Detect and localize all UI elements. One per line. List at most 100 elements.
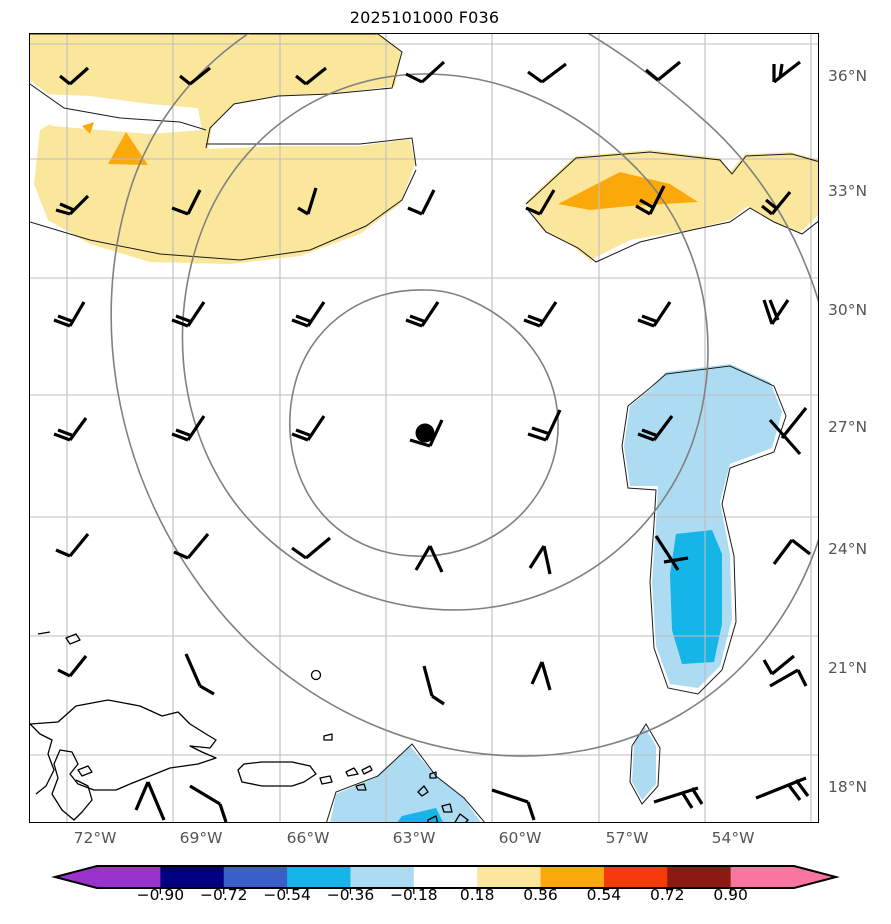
region-south-lightblue [330, 746, 481, 822]
page-title: 2025101000 F036 [349, 8, 500, 27]
colorbar-tick-label-5: 0.18 [459, 886, 495, 904]
wind-barb [755, 776, 810, 801]
range-ring-middle [181, 73, 709, 611]
map-canvas [30, 34, 818, 822]
lat-tick-5: 21°N [828, 659, 868, 677]
wind-barb [654, 535, 689, 571]
wind-barb [530, 661, 552, 691]
filled-contours [30, 34, 818, 822]
coastlines [30, 631, 469, 822]
lon-tick-4: 60°W [498, 829, 542, 847]
wind-barb [768, 407, 808, 456]
range-rings [110, 34, 818, 757]
wind-barb [644, 60, 682, 82]
colorbar-segment-white [413, 866, 478, 888]
colorbar-extend-max [794, 866, 836, 888]
wind-barb [762, 654, 796, 676]
wind-barb [769, 668, 808, 688]
lat-tick-4: 24°N [828, 540, 868, 558]
lat-tick-0: 36°N [828, 67, 868, 85]
region-southeast-lightblue-sliver [632, 726, 656, 800]
map-panel[interactable] [29, 33, 819, 823]
wind-barb [637, 415, 674, 442]
lat-tick-1: 33°N [828, 182, 868, 200]
colorbar-tick-label-1: −0.72 [199, 886, 248, 904]
storm-center-marker[interactable] [415, 423, 435, 443]
wind-barb [409, 419, 444, 448]
wind-barb [635, 185, 666, 216]
wind-barb [295, 66, 327, 86]
colorbar-tick-label-7: 0.54 [586, 886, 622, 904]
colorbar-segment-dark-red [667, 866, 732, 888]
lon-tick-2: 66°W [286, 829, 330, 847]
colorbar-segment-royal-blue [223, 866, 288, 888]
region-east-lightblue [624, 364, 782, 688]
wind-barbs [53, 60, 811, 822]
wind-barb [291, 536, 332, 560]
wind-barb [772, 538, 811, 565]
wind-barb [525, 189, 556, 216]
colorbar-tick-label-8: 0.72 [650, 886, 685, 904]
region-northwest-yellow [30, 34, 415, 264]
colorbar[interactable]: −0.90 −0.72 −0.54 −0.36 −0.18 0.18 0.36 0.54 0.7… [0, 860, 891, 924]
lon-tick-6: 54°W [711, 829, 755, 847]
wind-barb [171, 415, 206, 442]
range-ring-inner [288, 289, 559, 557]
wind-barb [171, 189, 202, 216]
wind-barb [761, 190, 792, 216]
wind-barb [762, 299, 790, 325]
wind-barb [57, 655, 88, 678]
wind-barb [405, 60, 446, 84]
colorbar-outline [51, 865, 840, 889]
colorbar-segment-light-blue [350, 866, 415, 888]
wind-barb [59, 66, 90, 86]
wind-barb [528, 545, 552, 575]
wind-barb [405, 301, 440, 328]
lon-tick-5: 57°W [605, 829, 649, 847]
wind-barb [653, 786, 704, 809]
lat-tick-3: 27°N [828, 418, 868, 436]
lat-tick-6: 18°N [828, 778, 868, 796]
lat-tick-2: 30°N [828, 301, 868, 319]
region-northwest-orange-core [108, 132, 148, 165]
wind-barb [171, 301, 206, 328]
wind-barb [184, 653, 215, 696]
region-northwest-orange-speck [82, 122, 94, 134]
wind-barb [772, 60, 801, 84]
colorbar-segment-pink [730, 866, 795, 888]
wind-barb [637, 301, 672, 328]
colorbar-tick-label-2: −0.54 [263, 886, 311, 904]
wind-barb [414, 545, 444, 573]
colorbar-segment-purple [97, 866, 161, 888]
wind-barb [55, 532, 90, 558]
wind-barb [55, 194, 90, 216]
lon-tick-0: 72°W [73, 829, 117, 847]
wind-barb [491, 788, 536, 821]
wind-barb [291, 301, 326, 328]
range-ring-outer [110, 34, 818, 757]
wind-barb [527, 409, 562, 442]
colorbar-swatches [51, 865, 840, 894]
wind-barb [189, 784, 228, 822]
colorbar-segment-navy [160, 866, 225, 888]
wind-barb [422, 665, 445, 706]
lon-tick-3: 63°W [392, 829, 436, 847]
lon-tick-1: 69°W [179, 829, 223, 847]
wind-barb [297, 187, 318, 216]
colorbar-tick-label-9: 0.90 [713, 886, 748, 904]
colorbar-extend-min [55, 866, 97, 888]
colorbar-tick-label-6: 0.36 [523, 886, 558, 904]
colorbar-tick-label-3: −0.36 [326, 886, 375, 904]
wind-barb [53, 417, 88, 442]
wind-barb [291, 415, 326, 442]
wind-barb [53, 301, 86, 328]
wind-barb [407, 189, 436, 216]
region-east-cyan-core [670, 530, 722, 664]
wind-barb [134, 781, 166, 821]
graticule [30, 34, 818, 822]
wind-barb [179, 66, 211, 86]
wind-barb [523, 301, 558, 328]
colorbar-segment-red-orange [603, 866, 668, 888]
wind-barb [527, 62, 567, 84]
